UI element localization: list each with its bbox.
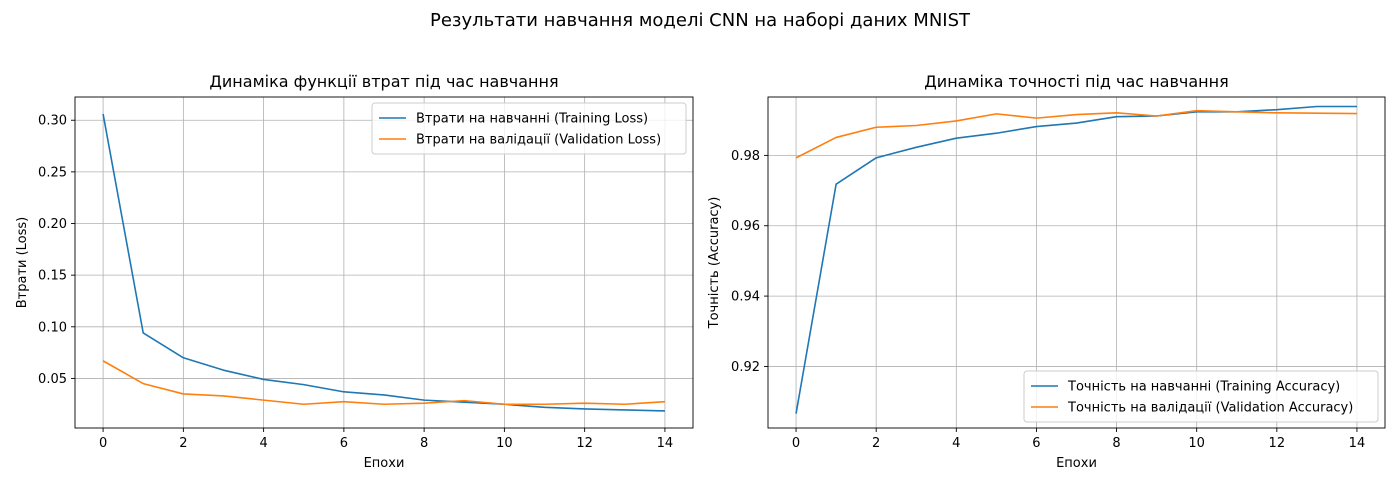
y-tick-label: 0.98 xyxy=(731,149,760,164)
y-tick-label: 0.15 xyxy=(38,269,67,284)
y-tick-label: 0.25 xyxy=(38,165,67,180)
y-tick-label: 0.10 xyxy=(38,320,67,335)
x-axis-label: Епохи xyxy=(1056,456,1097,471)
y-axis-label: Втрати (Loss) xyxy=(15,217,30,309)
y-tick-label: 0.30 xyxy=(38,114,67,129)
legend-entry: Точність на навчанні (Training Accuracy) xyxy=(1067,380,1340,395)
x-tick-label: 14 xyxy=(1349,436,1366,451)
x-tick-label: 0 xyxy=(792,436,800,451)
x-tick-label: 10 xyxy=(496,436,513,451)
legend-entry: Втрати на навчанні (Training Loss) xyxy=(416,112,648,127)
figure-title: Результати навчання моделі CNN на наборі… xyxy=(430,10,971,31)
x-tick-label: 12 xyxy=(576,436,593,451)
chart-title: Динаміка функції втрат під час навчання xyxy=(209,72,558,91)
x-tick-label: 4 xyxy=(259,436,267,451)
x-tick-label: 8 xyxy=(420,436,428,451)
y-tick-label: 0.20 xyxy=(38,217,67,232)
x-tick-label: 8 xyxy=(1112,436,1120,451)
axes-frame xyxy=(767,96,1386,429)
legend: Втрати на навчанні (Training Loss) Втрати… xyxy=(371,102,687,155)
legend-entry: Втрати на валідації (Validation Loss) xyxy=(416,133,661,148)
y-axis-label: Точність (Accuracy) xyxy=(707,197,722,330)
series-line-train xyxy=(102,113,665,412)
legend: Точність на навчанні (Training Accuracy)… xyxy=(1023,370,1379,423)
series-line-val xyxy=(102,360,665,406)
axes-frame xyxy=(74,96,694,429)
x-tick-label: 6 xyxy=(1032,436,1040,451)
x-tick-label: 6 xyxy=(340,436,348,451)
x-tick-label: 14 xyxy=(657,436,674,451)
legend-box xyxy=(371,102,687,155)
series-line-train xyxy=(795,105,1357,414)
y-tick-label: 0.92 xyxy=(731,360,760,375)
y-tick-label: 0.05 xyxy=(38,372,67,387)
x-tick-label: 0 xyxy=(99,436,107,451)
x-tick-label: 2 xyxy=(179,436,187,451)
chart-title: Динаміка точності під час навчання xyxy=(924,72,1228,91)
x-tick-label: 10 xyxy=(1188,436,1205,451)
legend-entry: Точність на валідації (Validation Accura… xyxy=(1067,401,1353,416)
x-tick-label: 12 xyxy=(1269,436,1286,451)
y-tick-label: 0.94 xyxy=(731,290,760,305)
legend-box xyxy=(1023,370,1379,423)
x-tick-label: 4 xyxy=(952,436,960,451)
y-tick-label: 0.96 xyxy=(731,219,760,234)
x-axis-label: Епохи xyxy=(364,456,405,471)
series-line-val xyxy=(795,109,1357,159)
loss-chart-panel: 0 2 4 6 8 10 12 14 0.05 0.10 0.15 0.20 0.25 0.30 Динам… xyxy=(15,72,694,471)
accuracy-chart-panel: 0 2 4 6 8 10 12 14 0.92 0.94 0.96 0.98 Динаміка точн… xyxy=(707,72,1386,471)
x-tick-label: 2 xyxy=(872,436,880,451)
